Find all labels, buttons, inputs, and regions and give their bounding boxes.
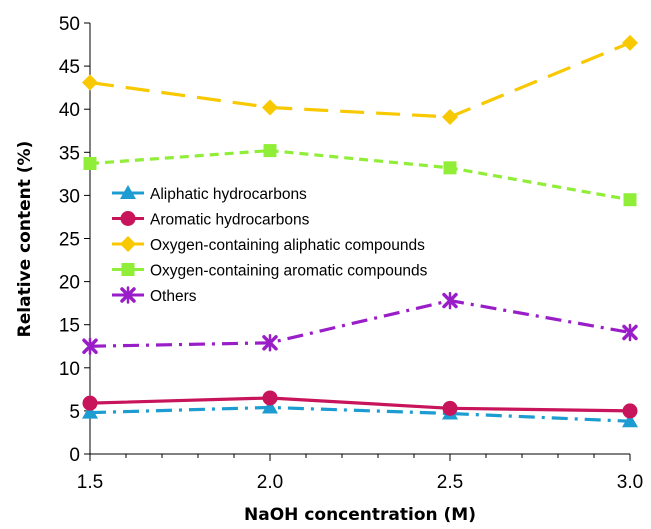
data-point: [442, 291, 458, 310]
legend-item: Oxygen-containing aliphatic compounds: [112, 236, 425, 254]
legend: Aliphatic hydrocarbons Aromatic hydrocarb…: [112, 185, 428, 305]
data-point: [262, 399, 278, 414]
y-axis-title: Relative content (%): [15, 141, 35, 338]
y-tick-label: 30: [59, 186, 80, 207]
data-point: [120, 236, 136, 252]
data-point: [442, 400, 458, 416]
series-line: [89, 298, 631, 348]
series-5: [82, 291, 638, 355]
data-point: [82, 395, 98, 411]
x-tick-label: 1.5: [77, 472, 103, 493]
data-point: [121, 263, 135, 276]
y-tick-label: 45: [59, 57, 80, 78]
data-point: [622, 323, 638, 342]
series-3: [82, 34, 638, 125]
legend-label: Oxygen-containing aliphatic compounds: [150, 237, 425, 254]
legend-item: Aromatic hydrocarbons: [112, 211, 310, 229]
y-tick-label: 35: [59, 143, 80, 164]
series-layer: [82, 34, 638, 428]
y-tick-label: 15: [59, 316, 80, 337]
y-tick-label: 10: [59, 359, 80, 380]
y-tick-label: 0: [69, 445, 80, 466]
x-axis-title: NaOH concentration (M): [244, 505, 476, 525]
data-point: [120, 286, 136, 304]
data-point: [622, 34, 638, 51]
data-point: [82, 337, 98, 355]
data-point: [83, 157, 97, 171]
y-tick-label: 50: [59, 14, 80, 35]
data-point: [622, 413, 638, 428]
y-tick-label: 5: [69, 402, 80, 423]
data-point: [120, 185, 136, 199]
data-point: [262, 334, 278, 352]
series-2: [82, 390, 638, 419]
x-tick-label: 3.0: [617, 472, 643, 493]
data-point: [120, 211, 136, 226]
series-line: [89, 405, 631, 423]
series-line: [89, 396, 631, 413]
series-4: [83, 144, 637, 207]
data-point: [262, 390, 278, 406]
data-point: [263, 144, 277, 158]
series-line: [89, 148, 631, 202]
data-point: [622, 403, 638, 419]
legend-item: Others: [112, 286, 197, 305]
data-point: [442, 108, 458, 125]
x-tick-label: 2.5: [437, 472, 463, 493]
data-point: [623, 193, 637, 207]
y-ticks: 0 5 10 15 20 25 30 35 40 45 50: [59, 14, 90, 466]
legend-label: Aliphatic hydrocarbons: [150, 186, 307, 203]
legend-label: Aromatic hydrocarbons: [150, 212, 310, 229]
data-point: [82, 74, 98, 91]
legend-label: Others: [150, 288, 197, 305]
legend-item: Oxygen-containing aromatic compounds: [112, 263, 428, 280]
legend-item: Aliphatic hydrocarbons: [112, 185, 307, 203]
y-tick-label: 25: [59, 230, 80, 251]
series-line: [89, 41, 631, 119]
legend-label: Oxygen-containing aromatic compounds: [150, 263, 428, 280]
data-point: [262, 99, 278, 116]
y-tick-label: 20: [59, 273, 80, 294]
y-tick-label: 40: [59, 100, 80, 121]
data-point: [82, 404, 98, 419]
x-ticks: 1.5 2.0 2.5 3.0: [77, 454, 643, 493]
x-tick-label: 2.0: [257, 472, 283, 493]
data-point: [443, 161, 457, 175]
